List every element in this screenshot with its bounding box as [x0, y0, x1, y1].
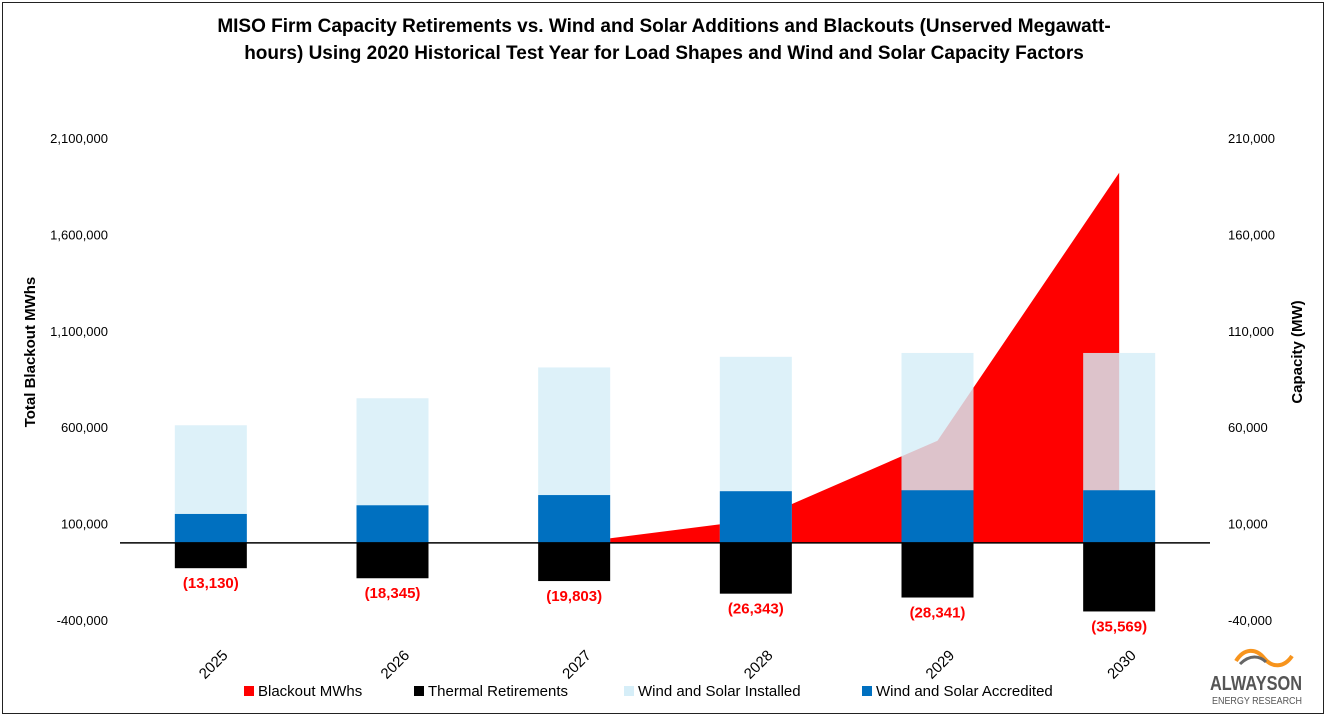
retirement-bar-2030 — [1083, 542, 1156, 612]
accredited-bar-2030 — [1083, 490, 1156, 543]
retirement-data-label: (26,343) — [728, 601, 784, 618]
legend-label-retirements: Thermal Retirements — [428, 683, 568, 700]
accredited-bar-2029 — [901, 490, 974, 543]
logo-swoosh-gray — [1238, 655, 1268, 666]
retirement-data-label: (28,341) — [910, 605, 966, 622]
blackout-area — [574, 172, 1120, 543]
blackout-area-layer — [574, 172, 1120, 543]
left-tick-label: 2,100,000 — [50, 131, 108, 146]
left-tick-label: -400,000 — [57, 613, 108, 628]
right-axis-ticks: -40,000 10,000 60,000 110,000 160,000 210,000 — [1228, 131, 1275, 628]
logo-sub: ENERGY RESEARCH — [1212, 696, 1302, 707]
logo-swoosh-orange — [1234, 648, 1294, 668]
left-tick-label: 1,100,000 — [50, 324, 108, 339]
accredited-bar-2025 — [174, 513, 247, 543]
x-axis-ticks: 2025 2026 2027 2028 2029 2030 — [196, 647, 1140, 683]
retirement-data-label: (19,803) — [546, 588, 602, 605]
logo-brand: ALWAYSON — [1210, 673, 1302, 695]
legend-swatch-accredited — [862, 686, 872, 696]
legend-swatch-installed — [624, 686, 634, 696]
left-tick-label: 600,000 — [61, 420, 108, 435]
retirement-data-label: (13,130) — [183, 575, 239, 592]
x-tick-label: 2026 — [378, 647, 414, 683]
accredited-bar-2027 — [538, 495, 611, 543]
retirement-bar-2025 — [174, 542, 247, 569]
x-tick-label: 2027 — [559, 647, 595, 683]
x-tick-label: 2025 — [196, 647, 232, 683]
right-axis-title: Capacity (MW) — [1289, 300, 1306, 403]
legend: Blackout MWhs Thermal Retirements Wind a… — [244, 683, 1053, 700]
retirement-data-label: (35,569) — [1091, 618, 1147, 635]
legend-swatch-blackout — [244, 686, 254, 696]
right-tick-label: 10,000 — [1228, 517, 1268, 532]
right-tick-label: 210,000 — [1228, 131, 1275, 146]
legend-label-installed: Wind and Solar Installed — [638, 683, 801, 700]
bars-layer — [174, 352, 1156, 612]
retirement-bar-2027 — [538, 542, 611, 582]
right-tick-label: -40,000 — [1228, 613, 1272, 628]
legend-label-blackout: Blackout MWhs — [258, 683, 362, 700]
chart-title-line-2: hours) Using 2020 Historical Test Year f… — [244, 43, 1084, 64]
retirement-data-label: (18,345) — [365, 585, 421, 602]
left-axis-ticks: -400,000 100,000 600,000 1,100,000 1,600,000… — [50, 131, 108, 628]
x-tick-label: 2030 — [1104, 647, 1140, 683]
left-tick-label: 100,000 — [61, 517, 108, 532]
x-tick-label: 2029 — [923, 647, 959, 683]
right-tick-label: 110,000 — [1228, 324, 1274, 339]
x-tick-label: 2028 — [741, 647, 777, 683]
right-tick-label: 60,000 — [1228, 420, 1268, 435]
accredited-bar-2028 — [719, 491, 792, 543]
retirement-bar-2028 — [719, 542, 792, 594]
right-tick-label: 160,000 — [1228, 227, 1275, 242]
alwayson-logo: ALWAYSON ENERGY RESEARCH — [1210, 648, 1302, 707]
data-labels: (13,130) (18,345) (19,803) (26,343) (28,341)… — [183, 575, 1147, 635]
chart-title-line-1: MISO Firm Capacity Retirements vs. Wind … — [217, 16, 1110, 37]
retirement-bar-2026 — [356, 542, 429, 579]
accredited-bar-2026 — [356, 505, 429, 543]
retirement-bar-2029 — [901, 542, 974, 598]
legend-label-accredited: Wind and Solar Accredited — [876, 683, 1053, 700]
left-axis-title: Total Blackout MWhs — [22, 277, 39, 428]
legend-swatch-retirements — [414, 686, 424, 696]
left-tick-label: 1,600,000 — [50, 227, 108, 242]
